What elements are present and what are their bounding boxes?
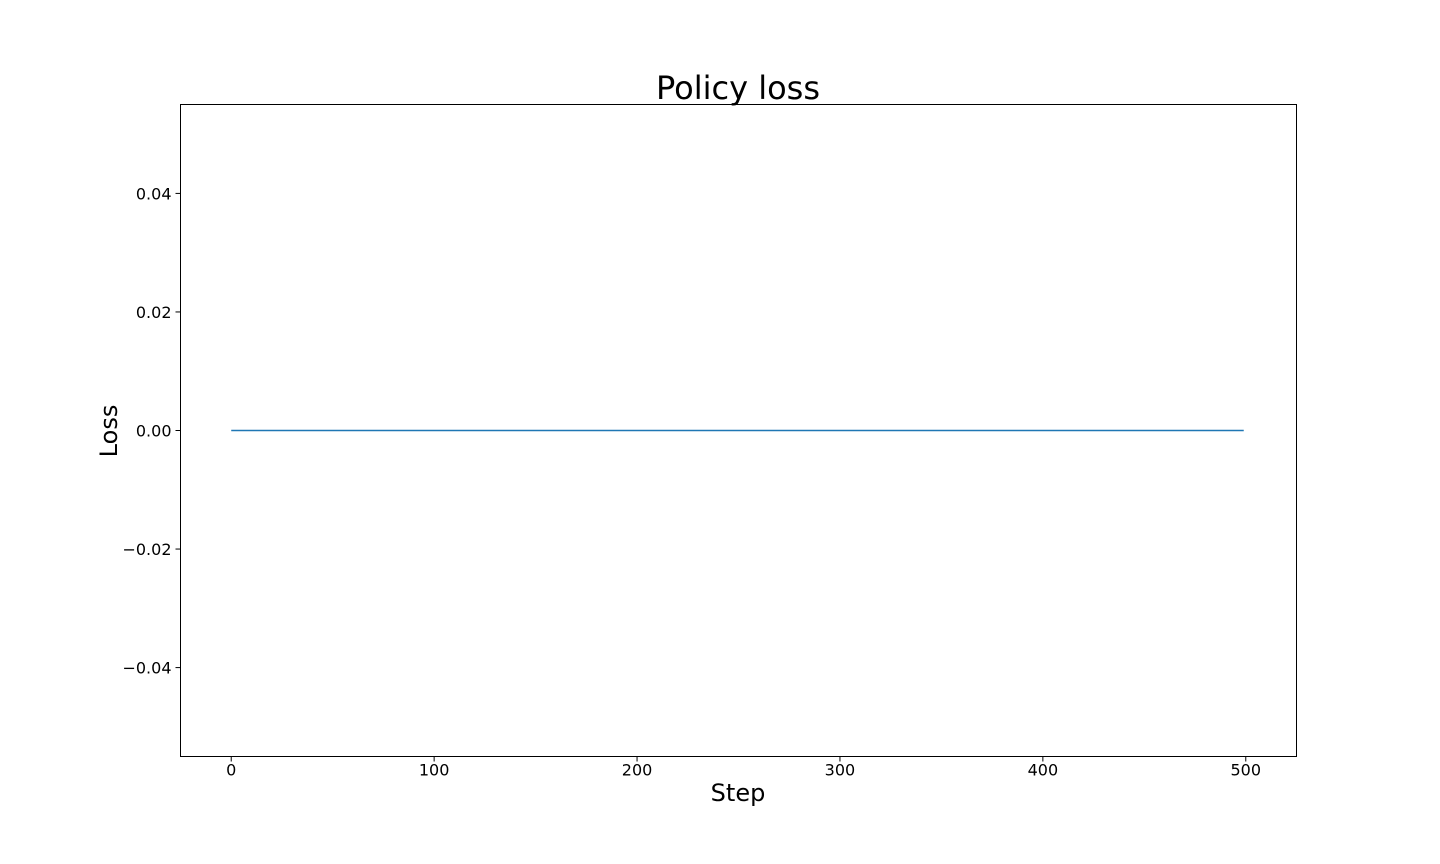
plot-area — [180, 104, 1297, 757]
x-tick-label: 300 — [825, 761, 856, 780]
x-tick-label: 400 — [1028, 761, 1059, 780]
x-axis-ticks: 0 100 200 300 400 500 — [226, 756, 1261, 780]
x-tick-label: 200 — [622, 761, 653, 780]
y-tick-label: 0.02 — [136, 303, 172, 322]
x-tick-label: 100 — [419, 761, 450, 780]
y-tick-label: −0.02 — [122, 540, 171, 559]
x-tick-label: 500 — [1230, 761, 1261, 780]
chart-title: Policy loss — [656, 69, 820, 107]
x-axis-label: Step — [711, 779, 766, 807]
y-tick-label: 0.04 — [136, 184, 172, 203]
y-axis-label: Loss — [95, 405, 123, 458]
y-axis-ticks: 0.04 0.02 0.00 −0.02 −0.04 — [122, 184, 181, 678]
y-tick-label: −0.04 — [122, 659, 171, 678]
x-tick-label: 0 — [226, 761, 236, 780]
y-tick-label: 0.00 — [136, 422, 172, 441]
